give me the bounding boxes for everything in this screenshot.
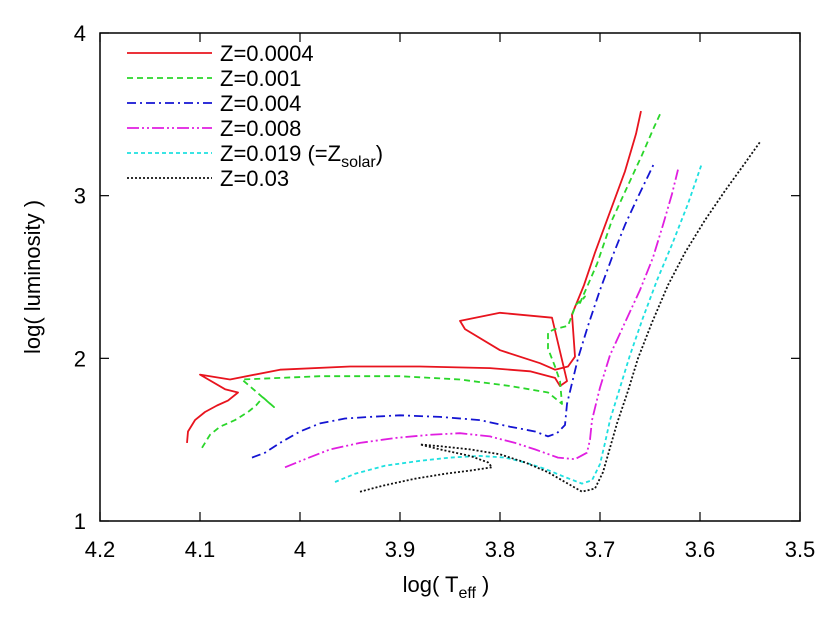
y-tick-label: 4 bbox=[74, 21, 86, 46]
y-tick-label: 1 bbox=[74, 509, 86, 534]
legend-label: Z=0.03 bbox=[220, 166, 289, 191]
x-tick-label: 3.6 bbox=[685, 537, 716, 562]
legend-label: Z=0.008 bbox=[220, 116, 301, 141]
legend-label: Z=0.001 bbox=[220, 66, 301, 91]
series-line bbox=[334, 162, 703, 485]
x-tick-label: 3.5 bbox=[785, 537, 816, 562]
plot-frame bbox=[99, 32, 801, 522]
x-tick-label: 3.8 bbox=[485, 537, 516, 562]
legend-label: Z=0.0004 bbox=[220, 41, 314, 66]
legend-label: Z=0.004 bbox=[220, 91, 301, 116]
x-tick-label: 3.9 bbox=[385, 537, 416, 562]
series-line bbox=[186, 110, 642, 443]
x-tick-label: 3.7 bbox=[585, 537, 616, 562]
series-line bbox=[359, 141, 761, 493]
series-line bbox=[251, 161, 656, 459]
legend-label: Z=0.019 (=Zsolar) bbox=[220, 141, 383, 171]
axis-ticks: 4.2 4.1 4 3.9 3.8 3.7 3.6 3.5 1 2 3 4 bbox=[74, 21, 816, 562]
x-tick-label: 4.1 bbox=[185, 537, 216, 562]
x-tick-label: 4.2 bbox=[85, 537, 116, 562]
y-tick-label: 2 bbox=[74, 346, 86, 371]
series-layer bbox=[186, 110, 761, 493]
y-axis-title: log( luminosity ) bbox=[20, 200, 45, 354]
x-axis-title: log( Teff ) bbox=[403, 572, 490, 602]
series-line bbox=[201, 113, 661, 449]
x-tick-label: 4 bbox=[294, 537, 306, 562]
series-line bbox=[284, 169, 679, 469]
y-tick-label: 3 bbox=[74, 184, 86, 209]
